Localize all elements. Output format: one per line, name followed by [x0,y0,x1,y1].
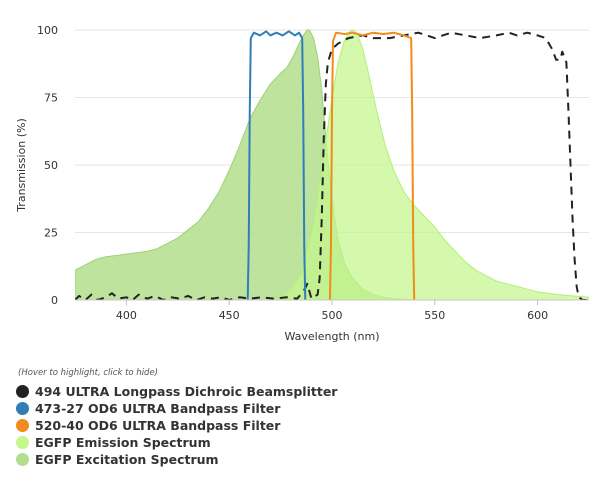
y-tick-label: 75 [44,92,58,105]
y-axis-title: Transmission (%) [15,118,28,213]
transmission-chart: 0 25 50 75 100 400 450 500 550 600 Transmission (… [15,24,589,343]
legend-swatch [16,419,29,432]
legend-label: 520-40 OD6 ULTRA Bandpass Filter [35,418,281,433]
legend-label: EGFP Emission Spectrum [35,435,211,450]
egfp-emission-spectrum-area[interactable] [270,29,589,300]
legend-item-egfp-excitation-spectrum[interactable]: EGFP Excitation Spectrum [16,451,576,468]
x-tick-label: 600 [527,309,548,322]
x-tick-label: 550 [424,309,445,322]
legend-label: EGFP Excitation Spectrum [35,452,219,467]
legend-swatch [16,402,29,415]
legend-swatch [16,453,29,466]
legend-label: 494 ULTRA Longpass Dichroic Beamsplitter [35,384,338,399]
legend-item-473-27-od6-ultra-bandpass-filter[interactable]: 473-27 OD6 ULTRA Bandpass Filter [16,400,576,417]
legend-label: 473-27 OD6 ULTRA Bandpass Filter [35,401,281,416]
legend-item-494-ultra-longpass-dichroic-beamsplitter[interactable]: 494 ULTRA Longpass Dichroic Beamsplitter [16,383,576,400]
473-27-od6-ultra-bandpass-filter-line[interactable] [246,30,307,300]
legend-items: 494 ULTRA Longpass Dichroic Beamsplitter… [16,383,576,468]
y-tick-label: 50 [44,159,58,172]
area-series [75,29,589,300]
520-40-od6-ultra-bandpass-filter-line[interactable] [328,31,416,300]
axes: 0 25 50 75 100 400 450 500 550 600 [37,24,589,322]
x-tick-label: 450 [219,309,240,322]
legend-swatch [16,385,29,398]
494-ultra-longpass-dichroic-beamsplitter-line[interactable] [75,31,589,300]
x-tick-label: 400 [116,309,137,322]
x-axis-title: Wavelength (nm) [284,330,379,343]
legend-swatch [16,436,29,449]
legend-item-egfp-emission-spectrum[interactable]: EGFP Emission Spectrum [16,434,576,451]
legend-item-520-40-od6-ultra-bandpass-filter[interactable]: 520-40 OD6 ULTRA Bandpass Filter [16,417,576,434]
y-tick-label: 0 [51,294,58,307]
legend-hint: (Hover to highlight, click to hide) [18,368,158,378]
x-tick-label: 500 [322,309,343,322]
y-tick-label: 25 [44,227,58,240]
legend: (Hover to highlight, click to hide) 494 … [16,368,576,468]
line-series [75,30,589,300]
y-tick-label: 100 [37,24,58,37]
